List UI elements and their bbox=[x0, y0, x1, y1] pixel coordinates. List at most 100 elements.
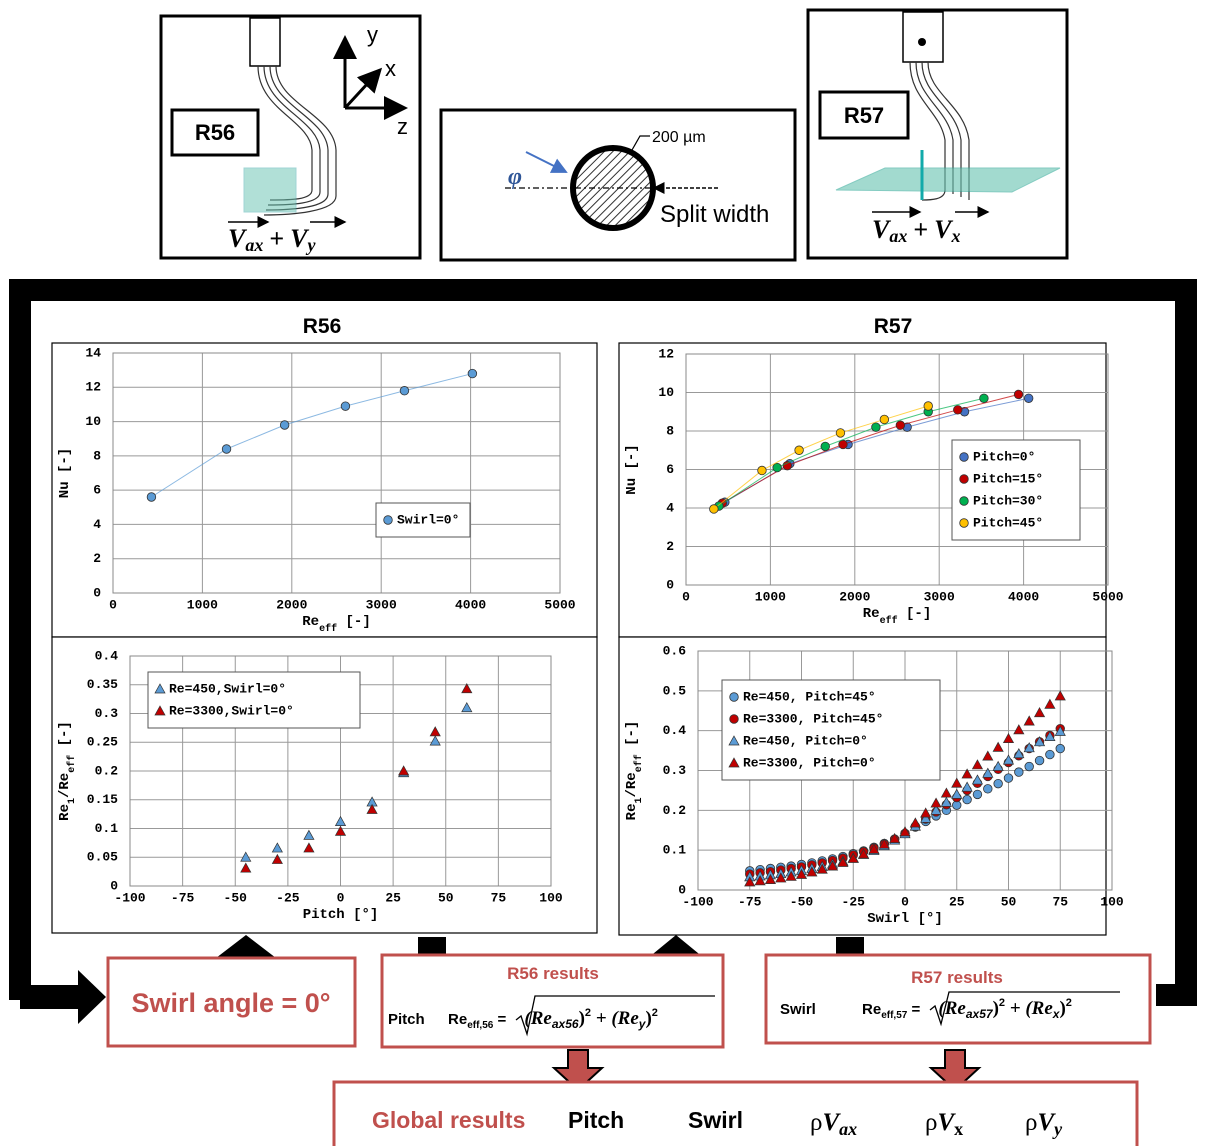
y-tick-label: 0.2 bbox=[663, 803, 687, 818]
y-tick-label: 0 bbox=[678, 882, 686, 897]
marker bbox=[839, 440, 848, 449]
panel-label: R56 bbox=[195, 120, 235, 145]
x-tick-label: 3000 bbox=[366, 597, 397, 612]
marker bbox=[973, 790, 982, 799]
formula-part: Re bbox=[448, 1011, 467, 1028]
x-tick-label: 25 bbox=[949, 894, 965, 909]
r56-panel: y x z R56 Vax+Vy bbox=[161, 16, 420, 258]
marker bbox=[821, 442, 830, 451]
y-tick-label: 0.5 bbox=[663, 683, 687, 698]
y-tick-label: 0 bbox=[93, 585, 101, 600]
legend-marker bbox=[960, 453, 969, 462]
marker bbox=[280, 421, 289, 430]
axis-title-part: Re bbox=[302, 614, 319, 630]
y-tick-label: 4 bbox=[93, 517, 101, 532]
marker bbox=[1004, 774, 1013, 783]
legend-marker bbox=[960, 475, 969, 484]
x-tick-label: -25 bbox=[842, 894, 866, 909]
y-tick-label: 8 bbox=[666, 423, 674, 438]
axis-title-part: Nu [-] bbox=[624, 444, 640, 494]
y-tick-label: 0.05 bbox=[87, 850, 118, 865]
vector-part: ax bbox=[889, 226, 907, 246]
axis-label: y bbox=[367, 22, 378, 47]
marker bbox=[400, 386, 409, 395]
x-tick-label: 0 bbox=[682, 589, 690, 604]
marker bbox=[468, 369, 477, 378]
axis-title-part: eff bbox=[66, 755, 78, 773]
axis-title: Nu [-] bbox=[57, 448, 73, 498]
axis-title-part: Re bbox=[863, 606, 880, 622]
axis-title-part: Re bbox=[57, 804, 73, 821]
vector-part: + bbox=[913, 215, 928, 244]
formula-part: + (Re bbox=[591, 1008, 639, 1029]
x-tick-label: -100 bbox=[114, 890, 145, 905]
global-title: Global results bbox=[372, 1107, 525, 1133]
legend: Re=450, Pitch=45° Re=3300, Pitch=45° Re=45… bbox=[722, 680, 940, 780]
legend-marker bbox=[384, 516, 393, 525]
marker bbox=[994, 779, 1003, 788]
y-tick-label: 0 bbox=[666, 577, 674, 592]
charts: R5601000200030004000500002468101214Reeff… bbox=[52, 315, 1124, 935]
axis-label: z bbox=[397, 114, 408, 139]
marker bbox=[1056, 744, 1065, 753]
y-tick-label: 10 bbox=[85, 414, 101, 429]
legend: Re=450,Swirl=0°Re=3300,Swirl=0° bbox=[148, 672, 360, 728]
formula-part: = bbox=[907, 1001, 924, 1018]
marker bbox=[795, 446, 804, 455]
y-tick-label: 0.1 bbox=[663, 843, 687, 858]
chart: -100-75-50-25025507510000.10.20.30.40.50… bbox=[619, 637, 1124, 935]
x-tick-label: 50 bbox=[438, 890, 454, 905]
y-tick-label: 0.3 bbox=[95, 706, 119, 721]
x-tick-label: 4000 bbox=[1008, 589, 1039, 604]
marker bbox=[1015, 768, 1024, 777]
legend-label: Pitch=15° bbox=[973, 471, 1043, 486]
axis-title-part: [-] bbox=[898, 606, 932, 622]
marker bbox=[872, 423, 881, 432]
legend-box bbox=[148, 672, 360, 728]
x-tick-label: 0 bbox=[109, 597, 117, 612]
marker bbox=[980, 394, 989, 403]
legend-label: Re=3300, Pitch=45° bbox=[743, 711, 883, 726]
legend-label: Re=3300, Pitch=0° bbox=[743, 755, 876, 770]
x-tick-label: 1000 bbox=[187, 597, 218, 612]
x-tick-label: 25 bbox=[385, 890, 401, 905]
y-tick-label: 0.15 bbox=[87, 792, 118, 807]
chart: -100-75-50-25025507510000.050.10.150.20.… bbox=[52, 637, 597, 933]
chart: R5601000200030004000500002468101214Reeff… bbox=[52, 315, 597, 637]
x-tick-label: 5000 bbox=[1092, 589, 1123, 604]
y-tick-label: 0.1 bbox=[95, 821, 119, 836]
marker bbox=[147, 493, 156, 502]
chart-title: R57 bbox=[874, 315, 913, 338]
y-tick-label: 0.25 bbox=[87, 735, 118, 750]
x-tick-label: 0 bbox=[337, 890, 345, 905]
vector-label: Vax+Vx bbox=[872, 215, 961, 246]
x-tick-label: -75 bbox=[171, 890, 195, 905]
marker bbox=[773, 463, 782, 472]
swirl-text: Swirl angle = 0° bbox=[131, 988, 330, 1018]
x-tick-label: 50 bbox=[1001, 894, 1017, 909]
r57-panel: R57 Vax+Vx bbox=[808, 10, 1067, 258]
y-tick-label: 6 bbox=[666, 462, 674, 477]
chart-title: R56 bbox=[303, 315, 342, 338]
legend-label: Re=450, Pitch=0° bbox=[743, 733, 868, 748]
quantity-part: ρ bbox=[810, 1109, 822, 1136]
formula-part: 2 bbox=[1066, 997, 1072, 1009]
axis-title: Nu [-] bbox=[624, 444, 640, 494]
x-tick-label: -100 bbox=[682, 894, 713, 909]
y-tick-label: 2 bbox=[666, 539, 674, 554]
x-tick-label: -50 bbox=[790, 894, 814, 909]
formula-part: ax57 bbox=[966, 1007, 994, 1021]
marker bbox=[984, 785, 993, 794]
y-tick-label: 8 bbox=[93, 448, 101, 463]
legend: Pitch=0°Pitch=15°Pitch=30°Pitch=45° bbox=[952, 440, 1080, 540]
legend-label: Pitch=30° bbox=[973, 493, 1043, 508]
global-item: Swirl bbox=[688, 1107, 743, 1133]
y-tick-label: 0 bbox=[110, 878, 118, 893]
axis-title-part: Re bbox=[624, 804, 640, 821]
axis-title-part: Nu [-] bbox=[57, 448, 73, 498]
legend-label: Re=450, Pitch=45° bbox=[743, 689, 876, 704]
legend-label: Swirl=0° bbox=[397, 512, 459, 527]
vector-part: y bbox=[306, 235, 317, 255]
x-tick-label: 100 bbox=[539, 890, 563, 905]
